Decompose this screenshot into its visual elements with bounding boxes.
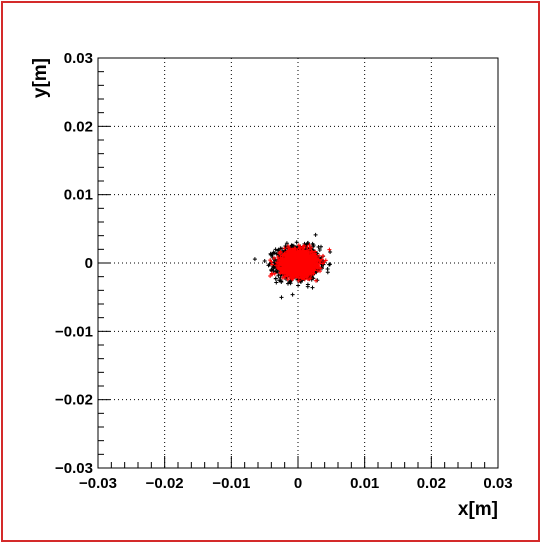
y-tick-label: 0.03 [64,50,93,67]
y-tick-labels: −0.03 −0.02 −0.01 0 0.01 0.02 0.03 [55,50,93,477]
y-tick-label: 0.02 [64,118,93,135]
data-points [252,232,333,300]
y-tick-label: 0.01 [64,187,93,204]
axis-ticks [97,57,499,469]
x-tick-label: −0.01 [212,475,250,492]
red-data-points [268,243,332,283]
y-tick-label: −0.03 [55,460,93,477]
x-tick-label: 0.03 [483,475,512,492]
y-tick-label: 0 [85,255,93,272]
x-tick-labels: −0.03 −0.02 −0.01 0 0.01 0.02 0.03 [79,475,513,492]
series-1 [268,243,332,283]
scatter-plot: −0.03 −0.02 −0.01 0 0.01 0.02 0.03 −0.03−0.02−… [30,50,513,520]
x-tick-label: −0.02 [146,475,184,492]
x-tick-label: −0.03 [79,475,117,492]
x-axis-label: x[m] [458,499,498,520]
y-axis-label: y[m] [30,58,51,98]
x-tick-label: 0 [294,475,302,492]
x-tick-label: 0.02 [417,475,446,492]
y-tick-label: −0.02 [55,392,93,409]
x-tick-label: 0.01 [350,475,379,492]
y-tick-label: −0.01 [55,323,93,340]
